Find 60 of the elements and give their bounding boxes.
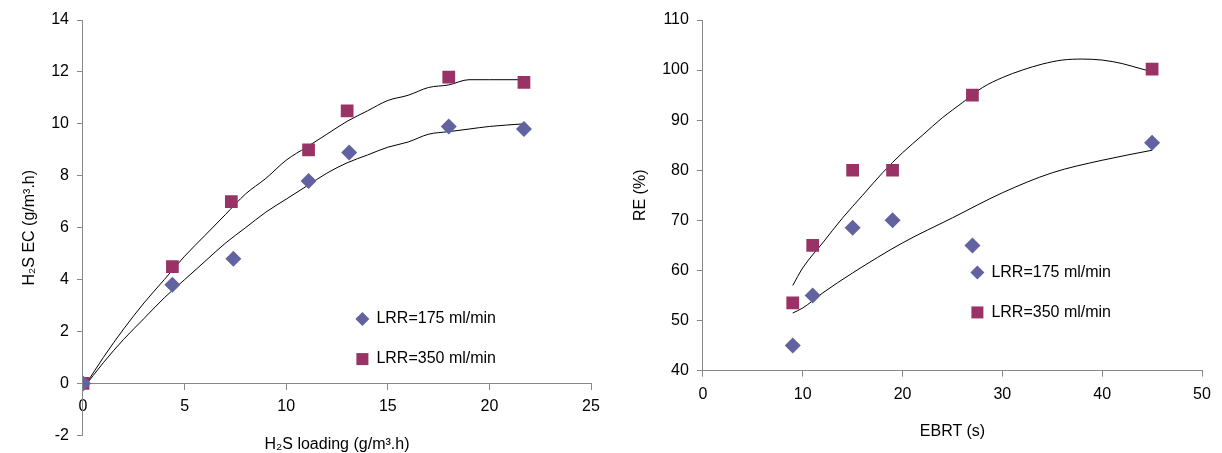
point	[844, 219, 861, 236]
point	[1144, 134, 1161, 151]
y-tick-label: 70	[671, 210, 689, 228]
point	[784, 337, 801, 354]
y-tick-label: 100	[662, 60, 689, 78]
point	[442, 70, 456, 84]
y-tick-label: 14	[51, 10, 70, 28]
point	[341, 144, 358, 161]
legend-label: LRR=175 ml/min	[991, 262, 1112, 280]
x-tick-label: 0	[78, 397, 88, 415]
point	[517, 75, 531, 89]
x-tick-label: 40	[1093, 384, 1112, 402]
point	[440, 118, 457, 135]
y-tick-label: 80	[671, 160, 689, 178]
legend-label: LRR=350 ml/min	[991, 302, 1112, 320]
point	[302, 143, 315, 157]
point	[224, 195, 238, 209]
y-tick-label: -2	[54, 425, 70, 443]
x-tick-label: 15	[378, 397, 397, 415]
x-tick-label: 10	[793, 384, 812, 402]
point	[964, 237, 981, 254]
y-axis-title: H₂S EC (g/m³.h)	[20, 169, 38, 286]
x-tick-label: 20	[480, 397, 499, 415]
point	[884, 212, 901, 229]
point	[340, 104, 354, 118]
y-tick-label: 0	[60, 373, 70, 391]
point	[164, 276, 181, 293]
y-tick-label: 50	[671, 310, 689, 328]
x-axis-title: H₂S loading (g/m³.h)	[264, 434, 410, 452]
x-tick-label: 30	[993, 384, 1012, 402]
x-tick-label: 50	[1193, 384, 1211, 402]
point	[966, 88, 979, 102]
point	[300, 172, 317, 189]
y-tick-label: 12	[51, 62, 70, 80]
x-tick-label: 10	[277, 397, 296, 415]
y-tick-label: 4	[60, 270, 70, 288]
x-tick-label: 25	[582, 397, 600, 415]
y-tick-label: 110	[663, 10, 689, 28]
x-tick-label: 20	[893, 384, 912, 402]
y-tick-label: 6	[60, 218, 70, 236]
point	[846, 163, 859, 177]
x-tick-label: 5	[180, 397, 190, 415]
point	[804, 287, 821, 304]
point	[515, 121, 532, 138]
point	[806, 239, 820, 252]
x-tick-label: 0	[698, 384, 708, 402]
point	[225, 250, 242, 267]
point	[166, 260, 179, 274]
y-tick-label: 60	[671, 260, 689, 278]
legend-label: LRR=350 ml/min	[376, 349, 497, 367]
legend-label: LRR=175 ml/min	[376, 309, 497, 327]
y-tick-label: 10	[51, 114, 70, 132]
point	[886, 163, 899, 177]
y-tick-label: 40	[671, 361, 689, 379]
point	[786, 296, 800, 310]
y-tick-label: 90	[671, 110, 689, 128]
y-tick-label: 2	[60, 321, 70, 339]
y-tick-label: 8	[60, 166, 70, 184]
x-axis-title: EBRT (s)	[919, 421, 986, 439]
y-axis-title: RE (%)	[631, 169, 649, 222]
